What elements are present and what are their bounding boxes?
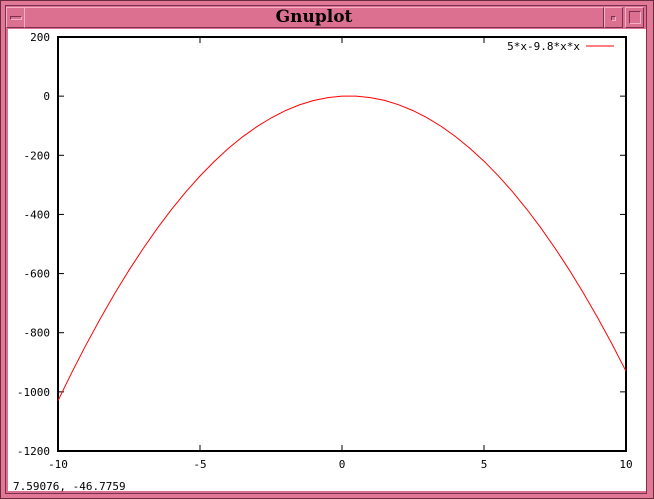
maximize-button[interactable] (625, 7, 644, 28)
y-tick-label: -1000 (17, 386, 50, 399)
minimize-icon (611, 16, 616, 21)
window-menu-button[interactable] (6, 7, 25, 28)
y-tick-label: -1200 (17, 445, 50, 458)
minimize-button[interactable] (604, 7, 623, 28)
y-tick-label: -400 (24, 208, 51, 221)
y-tick-label: -800 (24, 327, 51, 340)
x-tick-label: -10 (48, 458, 68, 471)
y-tick-label: -600 (24, 268, 51, 281)
y-tick-label: 200 (30, 31, 50, 44)
y-tick-label: 0 (43, 90, 50, 103)
plot-canvas[interactable]: -10 -5 0 5 10 200 0 -200 -400 -600 -800 -1000 -1200 5… (8, 29, 646, 491)
x-tick-label: 5 (481, 458, 488, 471)
mouse-coordinates: 7.59076, -46.7759 (13, 480, 126, 493)
window-title[interactable]: Gnuplot (24, 7, 604, 28)
maximize-icon (629, 11, 641, 24)
y-tick-label: -200 (24, 149, 51, 162)
plot-border (57, 36, 627, 452)
x-tick-label: -5 (193, 458, 206, 471)
x-tick-label: 0 (339, 458, 346, 471)
window-menu-icon (10, 16, 22, 20)
x-tick-label: 10 (619, 458, 632, 471)
series-line (57, 95, 627, 401)
legend-label: 5*x-9.8*x*x (507, 40, 580, 53)
plot-svg: -10 -5 0 5 10 200 0 -200 -400 -600 -800 -1000 -1200 5… (17, 31, 633, 471)
